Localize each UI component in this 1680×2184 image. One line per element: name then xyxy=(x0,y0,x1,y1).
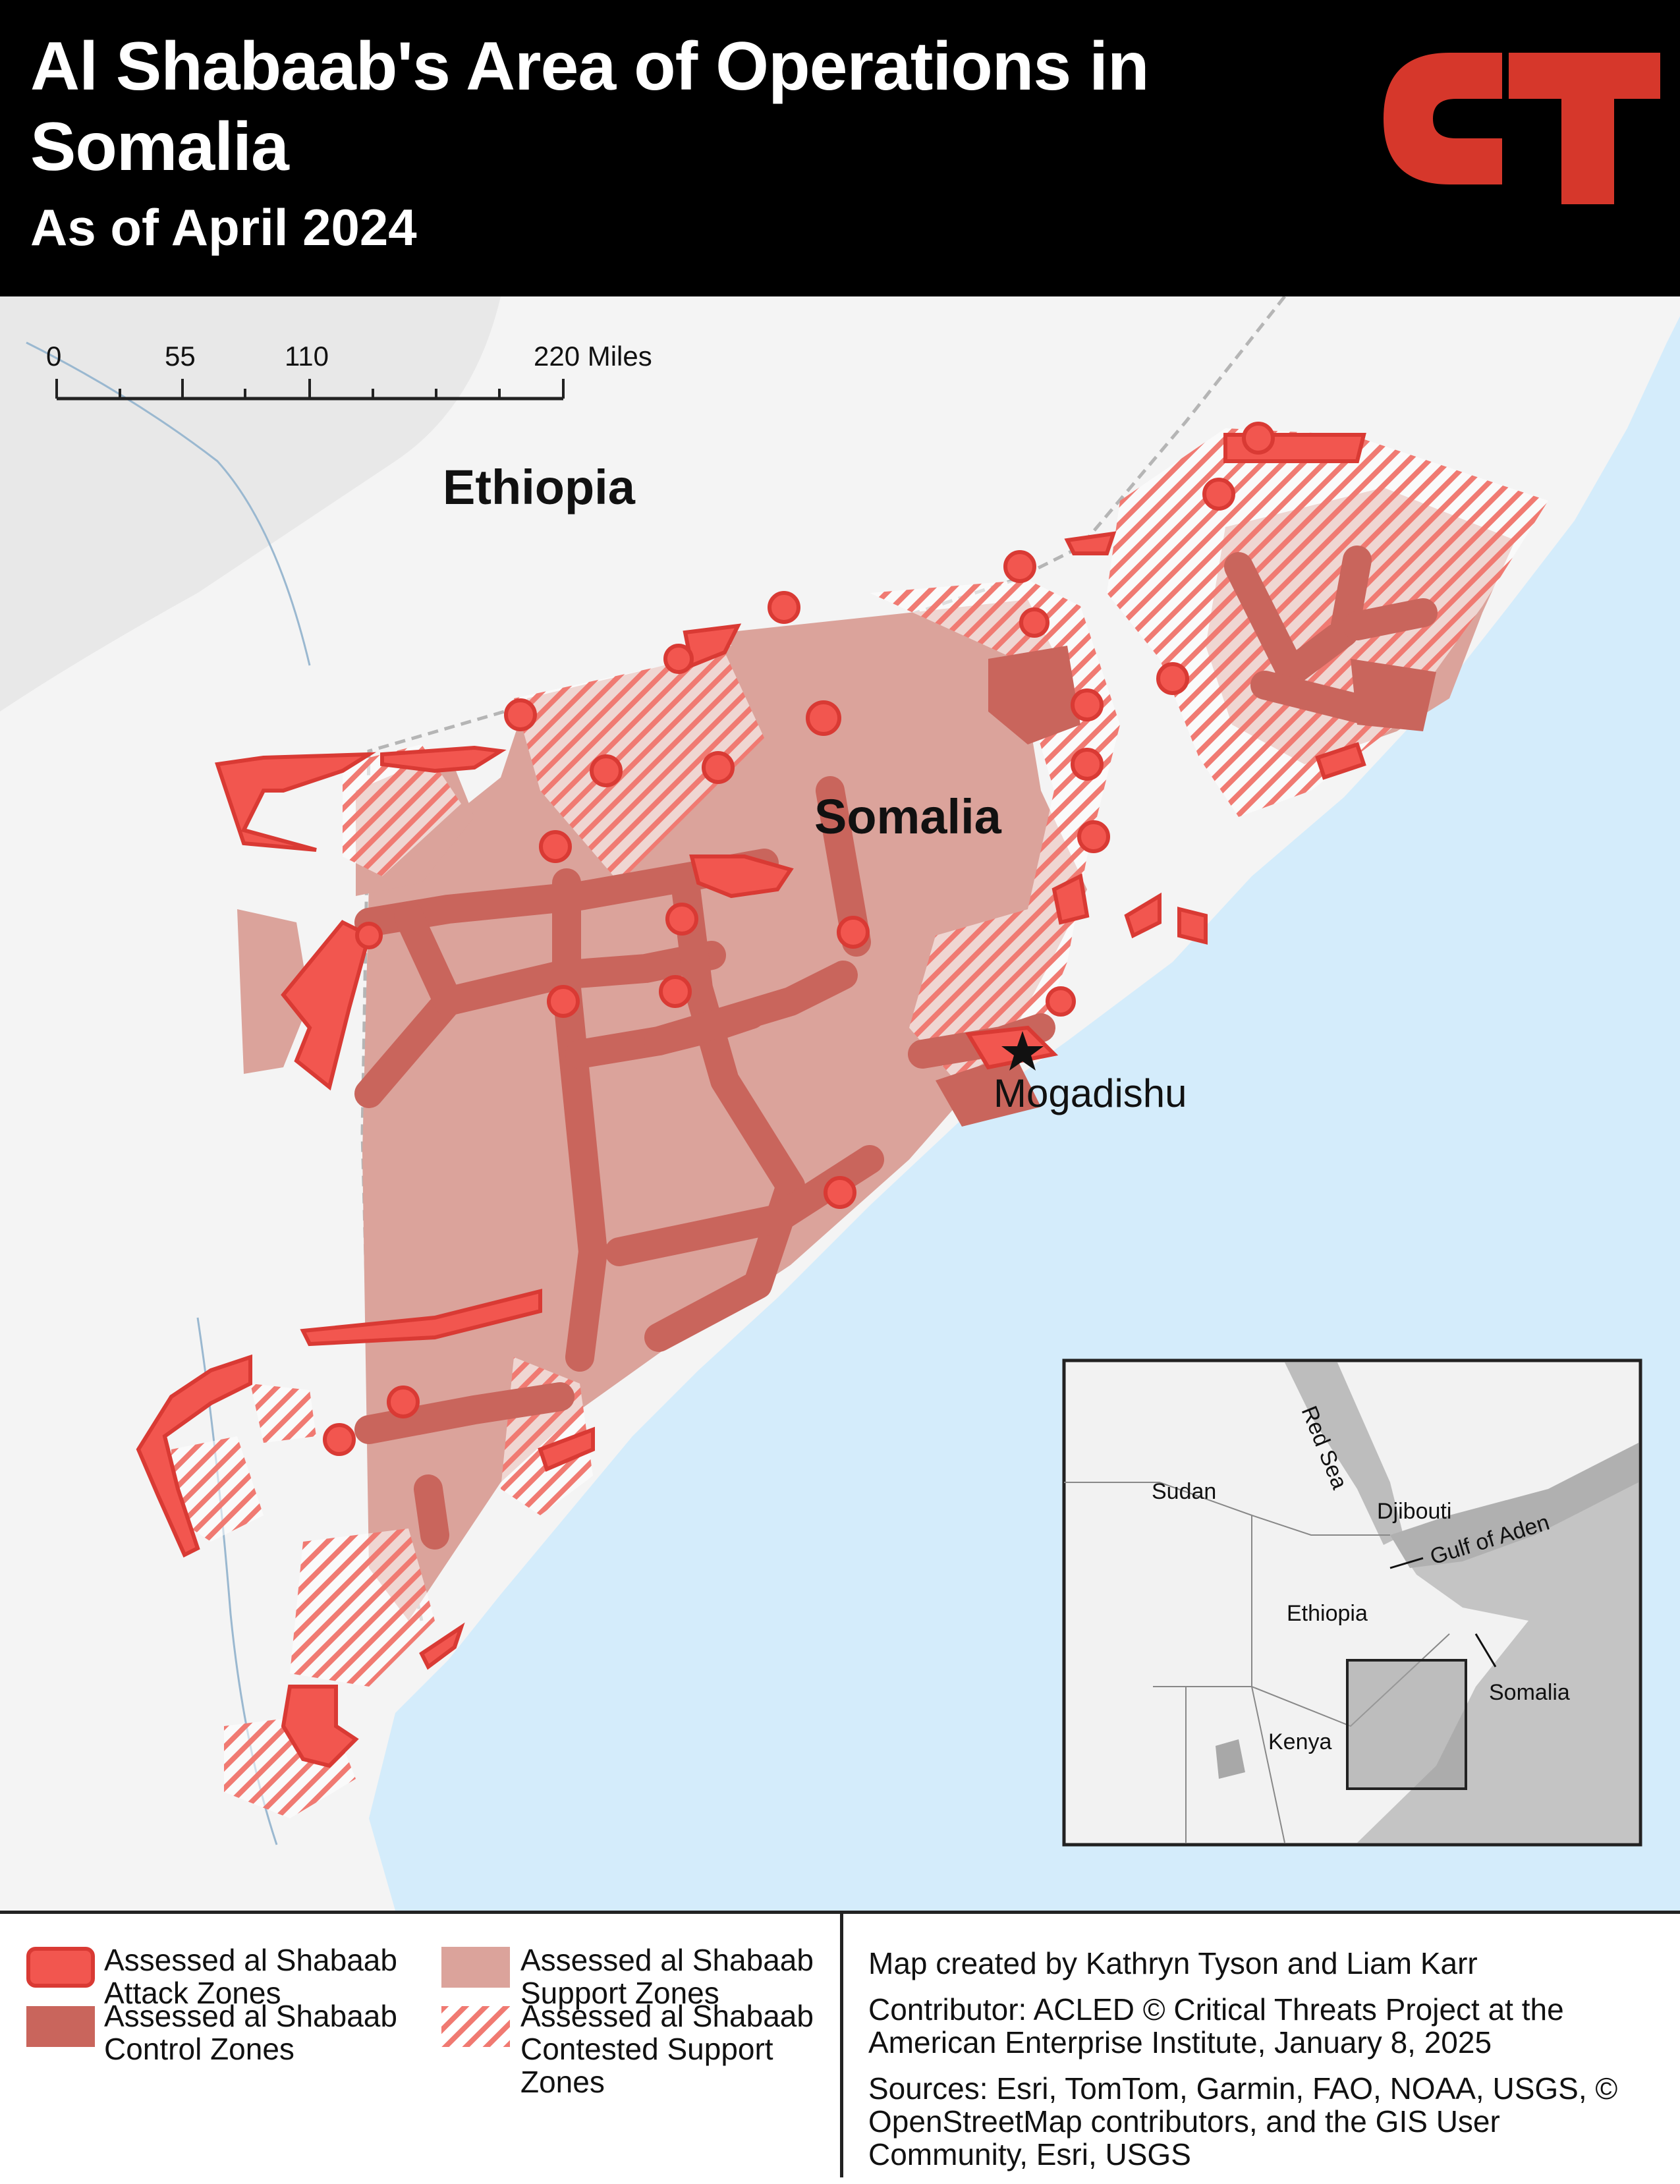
legend-label-support: Assessed al Shabaab Support Zones xyxy=(520,1943,814,2010)
attack-points xyxy=(323,422,1275,1456)
scale-tick-110: 110 xyxy=(285,341,329,372)
inset-label-sudan: Sudan xyxy=(1152,1479,1216,1504)
credit-created: Map created by Kathryn Tyson and Liam Ka… xyxy=(868,1946,1478,1980)
somalia-label: Somalia xyxy=(814,789,1002,844)
inset-label-ethiopia: Ethiopia xyxy=(1287,1601,1368,1626)
scale-bar: 0 55 110 220 Miles xyxy=(46,341,652,401)
attack-zones xyxy=(136,433,1366,1768)
scale-tick-55: 55 xyxy=(165,341,196,372)
header: Al Shabaab's Area of Operations in Somal… xyxy=(0,0,1680,296)
inset-borders xyxy=(1064,1482,1450,1843)
inset-label-kenya: Kenya xyxy=(1268,1729,1331,1754)
legend-swatch-control xyxy=(26,2006,95,2047)
credit-contributor: Contributor: ACLED © Critical Threats Pr… xyxy=(868,1992,1564,2059)
legend-label-control: Assessed al Shabaab Control Zones xyxy=(104,1999,397,2066)
map-subtitle: As of April 2024 xyxy=(30,198,417,256)
inset-lake xyxy=(1216,1739,1245,1779)
map-title: Al Shabaab's Area of Operations in Somal… xyxy=(30,28,1150,185)
ct-logo xyxy=(1384,53,1660,204)
legend-swatch-support xyxy=(441,1947,510,1988)
inset-label-djibouti: Djibouti xyxy=(1377,1499,1451,1524)
inset-map: Red Sea Sudan Djibouti Gulf of Aden Ethi… xyxy=(1062,1358,1642,1847)
credit-sources: Sources: Esri, TomTom, Garmin, FAO, NOAA… xyxy=(868,2071,1618,2171)
mogadishu-label: Mogadishu xyxy=(994,1071,1187,1115)
legend-swatch-attack xyxy=(26,1947,95,1988)
legend-label-contested: Assessed al Shabaab Contested Support Zo… xyxy=(520,1999,814,2099)
scale-tick-220: 220 Miles xyxy=(534,341,652,372)
mogadishu-star-icon xyxy=(1001,1031,1044,1071)
inset-extent-box xyxy=(1346,1659,1467,1790)
main-map: Mogadishu Ethiopia Somalia 0 55 110 220 … xyxy=(0,296,1680,1911)
control-blocks xyxy=(936,646,1436,1127)
legend-swatch-contested xyxy=(441,2006,510,2047)
credits: Map created by Kathryn Tyson and Liam Ka… xyxy=(868,1947,1659,2184)
inset-red-sea xyxy=(1285,1362,1403,1545)
legend-divider xyxy=(840,1914,843,2177)
inset-label-somalia: Somalia xyxy=(1489,1680,1570,1705)
river-line xyxy=(26,341,311,666)
scale-tick-0: 0 xyxy=(46,341,61,372)
inset-gulf-of-aden xyxy=(1390,1443,1638,1568)
legend-label-attack: Assessed al Shabaab Attack Zones xyxy=(104,1943,397,2010)
ethiopia-label: Ethiopia xyxy=(443,460,636,515)
legend: Assessed al Shabaab Attack Zones Assesse… xyxy=(0,1911,1680,2177)
